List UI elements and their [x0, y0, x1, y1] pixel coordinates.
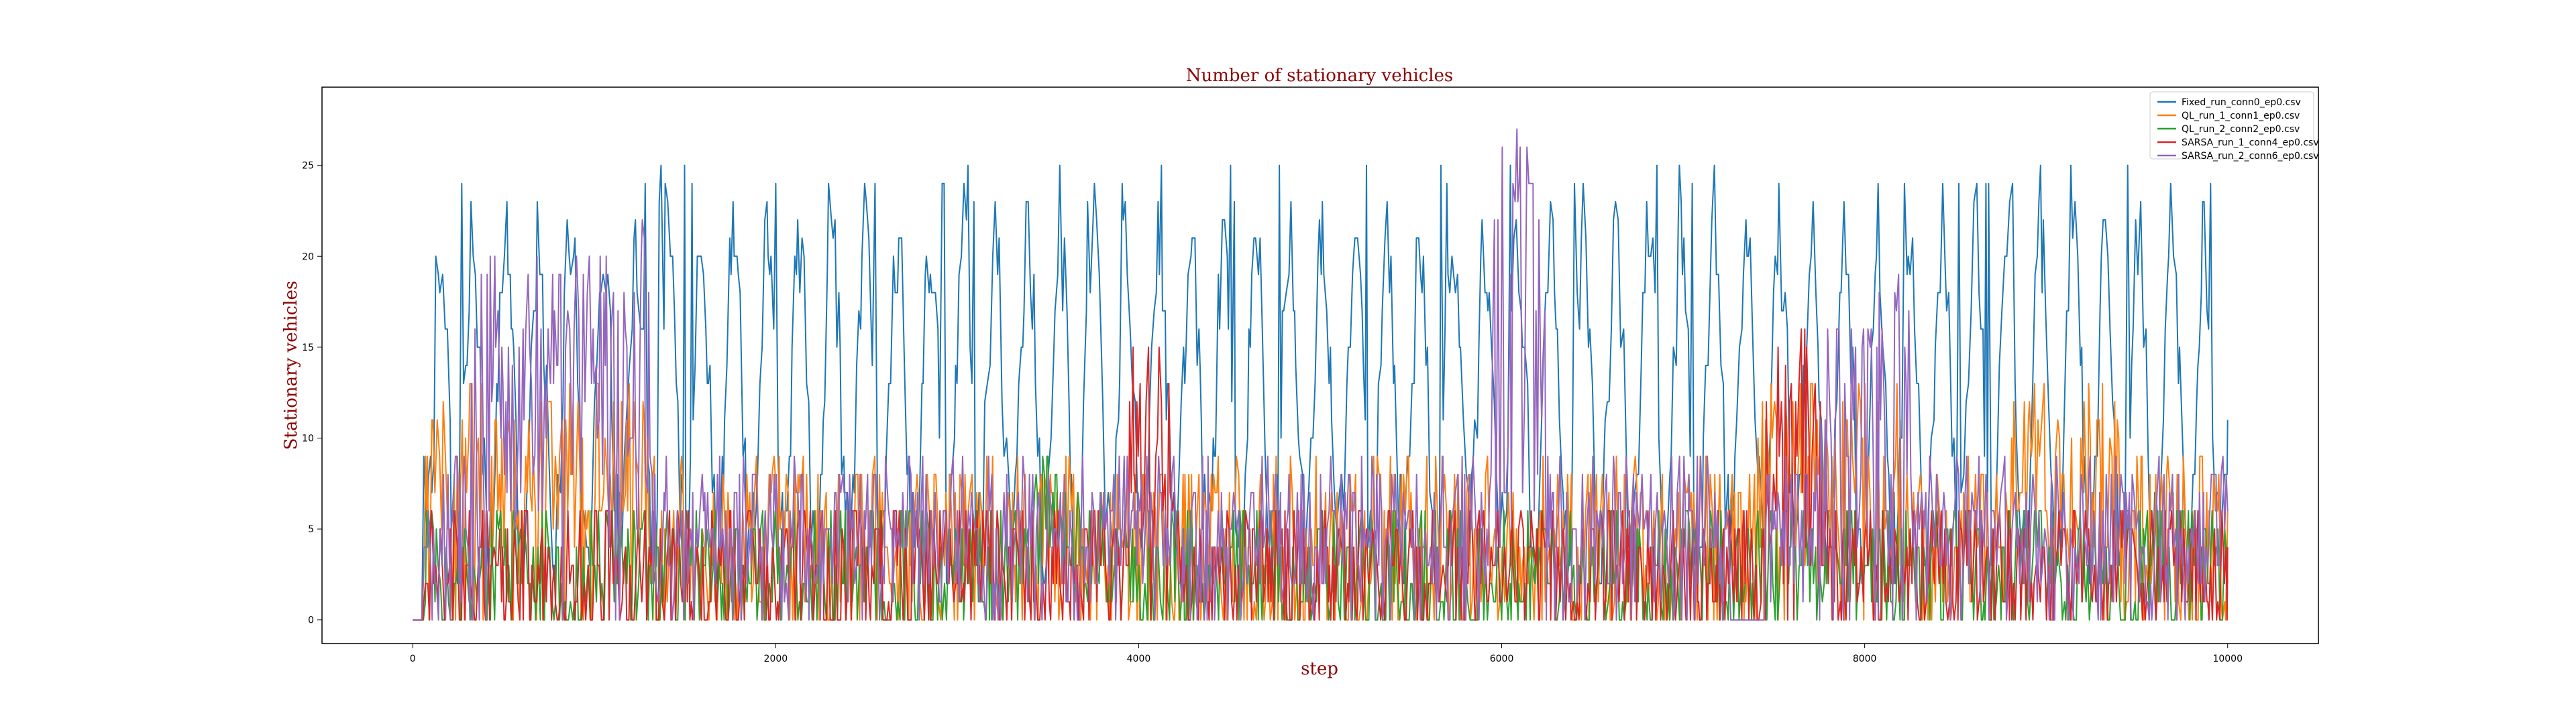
legend-label-1: Fixed_run_conn0_ep0.csv [2182, 97, 2301, 108]
y-tick-label: 0 [308, 615, 314, 626]
series-line-5 [413, 128, 2229, 621]
legend-box [2149, 91, 2314, 160]
legend-label-3: QL_run_2_conn2_ep0.csv [2182, 124, 2300, 135]
legend-label-4: SARSA_run_1_conn4_ep0.csv [2182, 137, 2319, 148]
y-tick-label: 25 [302, 161, 314, 172]
y-tick-label: 15 [302, 343, 314, 353]
y-tick-label: 20 [302, 251, 314, 262]
x-tick-label: 2000 [764, 654, 788, 664]
y-tick-label: 10 [302, 433, 314, 444]
x-tick-label: 4000 [1127, 654, 1151, 664]
y-axis-label: Stationary vehicles [281, 281, 301, 450]
legend-label-2: QL_run_1_conn1_ep0.csv [2182, 111, 2300, 121]
series-line-1 [413, 164, 2229, 621]
series-lines [413, 128, 2229, 621]
x-tick-label: 8000 [1853, 654, 1877, 664]
chart-title: Number of stationary vehicles [1186, 66, 1454, 86]
x-tick-label: 10000 [2212, 654, 2243, 664]
legend: Fixed_run_conn0_ep0.csv QL_run_1_conn1_ep… [2149, 91, 2319, 162]
legend-label-5: SARSA_run_2_conn6_ep0.csv [2182, 151, 2319, 162]
plot-area: 0 2000 4000 6000 8000 10000 0 5 10 15 20 25 [302, 86, 2319, 664]
y-axis-ticks: 0 5 10 15 20 25 [302, 161, 322, 626]
x-axis-ticks: 0 2000 4000 6000 8000 10000 [410, 644, 2243, 664]
x-axis-label: step [1301, 659, 1338, 679]
x-tick-label: 0 [410, 654, 416, 664]
y-tick-label: 5 [308, 524, 314, 535]
x-tick-label: 6000 [1490, 654, 1514, 664]
plot-frame [321, 86, 2319, 644]
